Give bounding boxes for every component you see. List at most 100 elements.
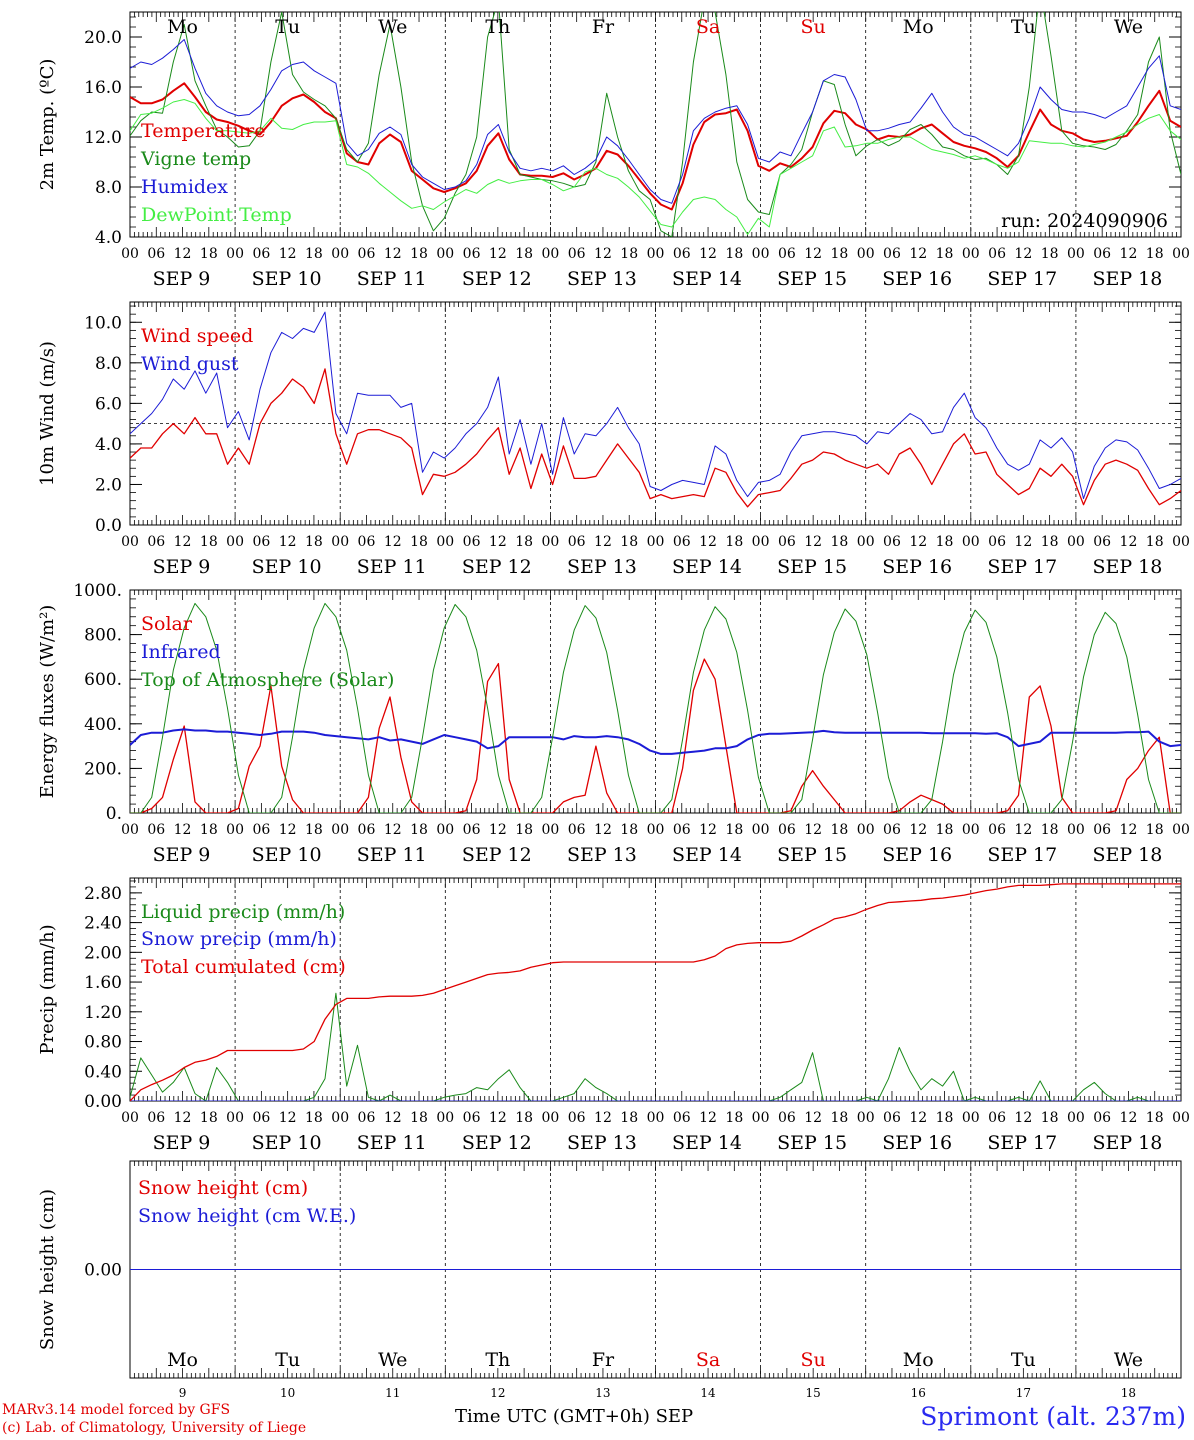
y-tick-label: 20.0	[84, 28, 122, 48]
day-number-label: 15	[806, 1386, 821, 1400]
hour-tick-label: 00	[647, 246, 665, 262]
series-dewpoint-temp	[130, 99, 1181, 235]
hour-tick-label: 06	[147, 822, 165, 838]
y-tick-label: 8.0	[95, 178, 122, 198]
hour-tick-label: 06	[778, 822, 796, 838]
hour-tick-label: 00	[121, 1110, 139, 1126]
hour-tick-label: 06	[568, 534, 586, 550]
series-solar	[130, 658, 1181, 813]
panel-1: 4.0 8.0 12.0 16.0 20.0 2m Temp. (ºC) Temperatu…	[37, 11, 1190, 290]
hour-tick-label: 00	[226, 246, 244, 262]
hour-tick-label: 00	[121, 534, 139, 550]
hour-tick-label: 18	[305, 246, 323, 262]
hour-tick-label: 06	[988, 822, 1006, 838]
hour-tick-label: 12	[384, 822, 402, 838]
hour-tick-label: 00	[541, 534, 559, 550]
series-humidex	[130, 39, 1181, 204]
hour-tick-label: 12	[909, 1110, 927, 1126]
y-tick-label: 1.60	[84, 973, 122, 993]
hour-tick-label: 06	[463, 1110, 481, 1126]
hour-tick-label: 18	[305, 822, 323, 838]
day-number-label: 18	[1121, 1386, 1136, 1400]
hour-tick-label: 00	[857, 246, 875, 262]
hour-tick-label: 18	[410, 534, 428, 550]
hour-tick-label: 06	[463, 246, 481, 262]
y-tick-label: 800.	[84, 626, 122, 646]
legend-entry: DewPoint Temp	[141, 204, 292, 226]
day-number-label: 11	[385, 1386, 400, 1400]
date-label: SEP 17	[987, 1132, 1057, 1154]
hour-tick-label: 18	[515, 534, 533, 550]
hour-tick-label: 18	[200, 246, 218, 262]
day-number-label: 12	[490, 1386, 505, 1400]
weekday-label: Mo	[903, 1349, 934, 1371]
legend-entry: Total cumulated (cm)	[141, 956, 346, 978]
hour-tick-label: 00	[541, 822, 559, 838]
panel-2: 0.0 2.0 4.0 6.0 8.0 10.0 10m Wind (m/s) Wind sp…	[37, 301, 1190, 578]
hour-tick-label: 06	[147, 1110, 165, 1126]
hour-tick-label: 18	[831, 1110, 849, 1126]
hour-tick-label: 06	[147, 246, 165, 262]
hour-tick-label: 00	[857, 534, 875, 550]
hour-tick-label: 12	[384, 1110, 402, 1126]
weekday-label: Su	[801, 16, 826, 38]
y-axis-label: Precip (mm/h)	[37, 924, 58, 1054]
hour-tick-label: 06	[1093, 246, 1111, 262]
hour-tick-label: 06	[568, 1110, 586, 1126]
y-tick-label: 0.	[106, 804, 122, 824]
hour-tick-label: 18	[620, 822, 638, 838]
y-tick-label: 2.40	[84, 914, 122, 934]
date-label: SEP 18	[1092, 556, 1162, 578]
date-label: SEP 15	[777, 1132, 847, 1154]
hour-tick-label: 12	[174, 1110, 192, 1126]
date-label: SEP 10	[252, 1132, 322, 1154]
y-tick-label: 16.0	[84, 78, 122, 98]
hour-tick-label: 18	[936, 822, 954, 838]
date-label: SEP 16	[882, 844, 952, 866]
hour-tick-label: 00	[436, 246, 454, 262]
hour-tick-label: 18	[936, 534, 954, 550]
weekday-label: We	[378, 16, 407, 38]
date-label: SEP 10	[252, 268, 322, 290]
date-label: SEP 16	[882, 556, 952, 578]
date-label: SEP 9	[153, 844, 211, 866]
hour-tick-label: 00	[752, 822, 770, 838]
hour-tick-label: 00	[857, 1110, 875, 1126]
hour-tick-label: 12	[1120, 534, 1138, 550]
hour-tick-label: 00	[647, 822, 665, 838]
series-wind-speed	[130, 368, 1181, 508]
date-label: SEP 17	[987, 268, 1057, 290]
y-tick-label: 1000.	[73, 581, 122, 601]
hour-tick-label: 12	[909, 246, 927, 262]
weekday-label: Th	[485, 16, 510, 38]
hour-tick-label: 18	[1041, 246, 1059, 262]
hour-tick-label: 06	[883, 534, 901, 550]
y-axis-label: 10m Wind (m/s)	[37, 341, 58, 486]
hour-tick-label: 18	[725, 822, 743, 838]
hour-tick-label: 18	[1041, 534, 1059, 550]
hour-tick-label: 06	[673, 534, 691, 550]
date-label: SEP 16	[882, 1132, 952, 1154]
hour-tick-label: 00	[752, 1110, 770, 1126]
legend-entry: Snow height (cm W.E.)	[138, 1205, 356, 1227]
date-label: SEP 11	[357, 1132, 427, 1154]
hour-tick-label: 12	[1014, 534, 1032, 550]
date-label: SEP 15	[777, 844, 847, 866]
series-top-of-atmosphere-solar	[130, 602, 1181, 813]
hour-tick-label: 18	[515, 246, 533, 262]
hour-tick-label: 00	[752, 246, 770, 262]
series-wind-gust	[130, 311, 1181, 500]
hour-tick-label: 00	[121, 246, 139, 262]
hour-tick-label: 00	[1172, 822, 1190, 838]
date-label: SEP 13	[567, 844, 637, 866]
hour-tick-label: 00	[436, 534, 454, 550]
legend-entry: Wind gust	[141, 353, 239, 375]
hour-tick-label: 06	[568, 822, 586, 838]
hour-tick-label: 18	[305, 534, 323, 550]
weekday-label: Th	[485, 1349, 510, 1371]
hour-tick-label: 06	[883, 822, 901, 838]
date-label: SEP 18	[1092, 268, 1162, 290]
hour-tick-label: 00	[331, 534, 349, 550]
hour-tick-label: 12	[174, 246, 192, 262]
